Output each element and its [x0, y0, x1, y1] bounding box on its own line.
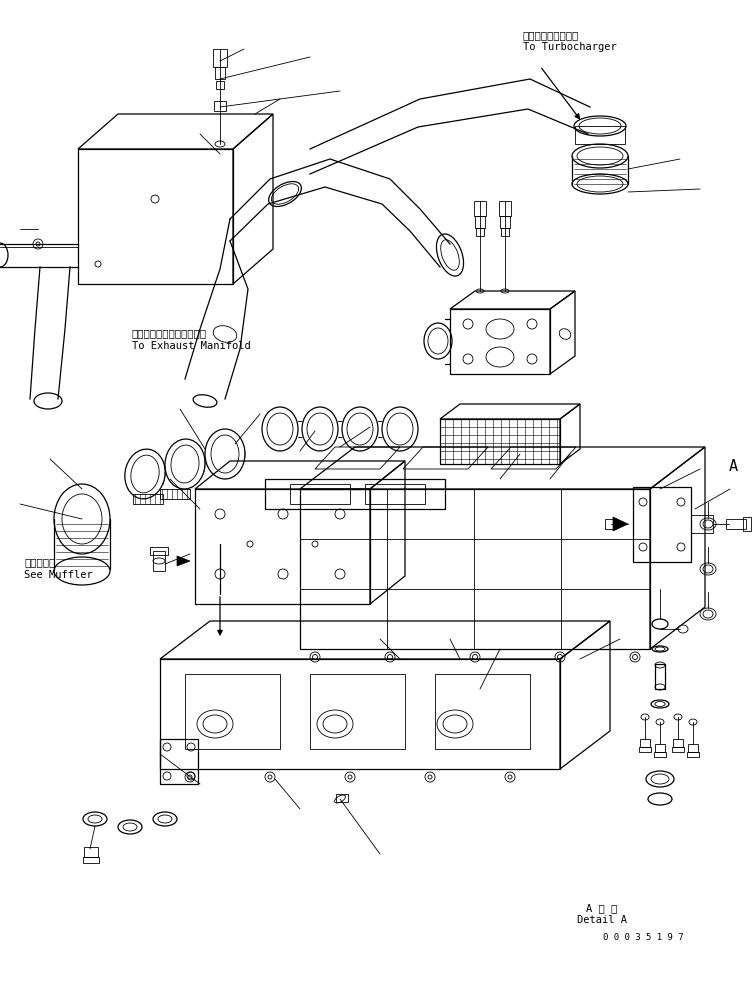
Text: Detail A: Detail A	[577, 914, 626, 924]
Bar	[185, 674, 280, 749]
Bar	[501, 229, 509, 237]
Bar	[654, 752, 666, 757]
Text: To Exhaust Manifold: To Exhaust Manifold	[132, 340, 250, 350]
Polygon shape	[613, 518, 628, 531]
Bar	[214, 102, 226, 111]
Bar	[726, 520, 746, 529]
Bar	[575, 127, 625, 145]
Text: A: A	[729, 458, 738, 473]
Bar	[133, 495, 163, 505]
Bar	[84, 847, 98, 857]
Bar	[673, 740, 683, 747]
Bar	[83, 857, 99, 863]
Bar	[655, 665, 665, 689]
Text: A 詳 細: A 詳 細	[586, 902, 617, 912]
Bar	[474, 202, 486, 217]
Bar	[640, 740, 650, 747]
Bar	[336, 794, 348, 803]
Bar	[639, 747, 651, 752]
Text: To Turbocharger: To Turbocharger	[523, 42, 617, 52]
Bar	[500, 217, 510, 229]
Bar	[476, 229, 484, 237]
Bar	[215, 68, 225, 80]
Bar	[743, 518, 751, 531]
Text: エキゾーストマニホルドへ: エキゾーストマニホルドへ	[132, 327, 207, 337]
Bar	[216, 82, 224, 90]
Text: ターボチャージャへ: ターボチャージャへ	[523, 31, 579, 40]
Bar	[265, 479, 445, 510]
Bar	[213, 50, 227, 68]
Bar	[688, 744, 698, 752]
Bar	[310, 674, 405, 749]
Bar	[435, 674, 530, 749]
Bar	[687, 752, 699, 757]
Bar	[633, 487, 691, 562]
Bar	[655, 744, 665, 752]
Text: マフラ参照: マフラ参照	[24, 557, 56, 567]
Text: 0 0 0 3 5 1 9 7: 0 0 0 3 5 1 9 7	[602, 932, 684, 941]
Bar	[150, 547, 168, 555]
Bar	[475, 217, 485, 229]
Text: See Muffler: See Muffler	[24, 570, 92, 580]
Bar	[691, 516, 713, 533]
Polygon shape	[177, 556, 190, 566]
Bar	[499, 202, 511, 217]
Bar	[290, 484, 350, 505]
Bar	[160, 740, 198, 784]
Bar	[160, 489, 190, 500]
Bar	[153, 551, 165, 572]
Bar	[450, 310, 550, 375]
Bar	[440, 420, 560, 464]
Bar	[365, 484, 425, 505]
Bar	[605, 520, 613, 529]
Bar	[672, 747, 684, 752]
